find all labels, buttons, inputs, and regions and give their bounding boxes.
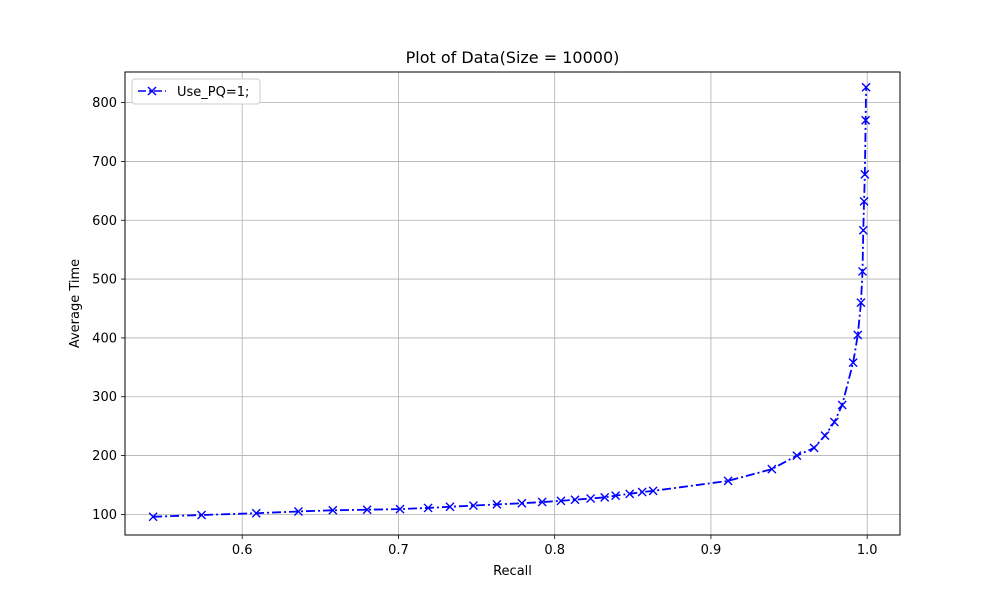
data-point-marker	[792, 451, 802, 461]
y-tick-label: 600	[92, 214, 117, 229]
data-point-marker	[809, 443, 819, 453]
x-tick-label: 0.6	[232, 543, 253, 558]
data-point-marker	[848, 358, 858, 368]
grid-lines	[125, 72, 900, 535]
data-point-marker	[517, 498, 527, 508]
data-point-marker	[445, 502, 455, 512]
data-point-marker	[423, 503, 433, 513]
data-point-marker	[468, 501, 478, 511]
data-point-marker	[861, 115, 871, 125]
legend-label: Use_PQ=1;	[177, 85, 249, 100]
data-point-marker	[625, 489, 635, 499]
data-point-marker	[362, 505, 372, 515]
x-axis-label: Recall	[493, 564, 532, 579]
data-point-marker	[197, 510, 207, 520]
data-point-marker	[586, 494, 596, 504]
y-tick-label: 200	[92, 449, 117, 464]
data-point-marker	[858, 225, 868, 235]
data-point-marker	[853, 330, 863, 340]
y-tick-label: 400	[92, 331, 117, 346]
y-tick-label: 800	[92, 96, 117, 111]
y-axis-label: Average Time	[68, 259, 83, 348]
data-point-marker	[829, 417, 839, 427]
data-point-marker	[570, 495, 580, 505]
data-point-marker	[328, 505, 338, 515]
legend-frame	[131, 78, 261, 105]
x-tick-label: 0.8	[544, 543, 565, 558]
data-point-marker	[251, 508, 261, 518]
data-point-marker	[395, 504, 405, 514]
data-point-marker	[858, 266, 867, 276]
data-point-marker	[611, 491, 621, 501]
legend: Use_PQ=1;	[131, 78, 261, 105]
data-point-marker	[860, 169, 870, 179]
y-tick-label: 700	[92, 155, 117, 170]
y-tick-label: 300	[92, 390, 117, 405]
data-point-marker	[859, 196, 869, 206]
data-point-marker	[861, 82, 871, 92]
data-point-marker	[767, 464, 777, 474]
data-point-marker	[293, 506, 303, 516]
data-point-marker	[148, 512, 158, 522]
data-point-marker	[856, 298, 866, 308]
y-tick-label: 500	[92, 273, 117, 288]
axis-ticks: 0.6 0.7 0.8 0.9 1.0 100 200 300 400 500 600 700 800	[92, 96, 877, 558]
data-point-marker	[600, 492, 610, 502]
series-layer	[148, 82, 871, 522]
data-point-marker	[492, 499, 502, 509]
chart-title: Plot of Data(Size = 10000)	[406, 48, 620, 67]
x-tick-label: 0.9	[701, 543, 722, 558]
data-point-marker	[723, 476, 733, 486]
x-tick-label: 0.7	[388, 543, 409, 558]
data-point-marker	[537, 497, 547, 507]
y-tick-label: 100	[92, 508, 117, 523]
data-point-marker	[820, 431, 830, 441]
data-point-marker	[837, 400, 847, 410]
x-tick-label: 1.0	[857, 543, 878, 558]
plot-area-frame	[124, 71, 901, 536]
legend-marker-x	[147, 86, 157, 96]
data-point-marker	[648, 486, 658, 496]
data-point-marker	[556, 496, 566, 506]
data-point-marker	[637, 487, 647, 497]
